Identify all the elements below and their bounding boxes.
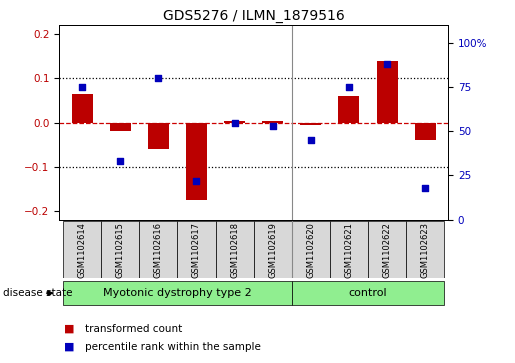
Point bbox=[383, 61, 391, 67]
Bar bbox=[415, 122, 436, 140]
Title: GDS5276 / ILMN_1879516: GDS5276 / ILMN_1879516 bbox=[163, 9, 345, 23]
Text: GSM1102619: GSM1102619 bbox=[268, 222, 277, 277]
Point bbox=[116, 158, 124, 164]
Point bbox=[154, 76, 162, 81]
Bar bbox=[292, 221, 330, 278]
Bar bbox=[177, 221, 215, 278]
Text: GSM1102621: GSM1102621 bbox=[345, 222, 353, 277]
Text: disease state: disease state bbox=[3, 288, 72, 298]
Text: percentile rank within the sample: percentile rank within the sample bbox=[85, 342, 261, 352]
Point bbox=[230, 119, 238, 125]
Bar bbox=[101, 221, 139, 278]
Point bbox=[421, 185, 430, 191]
Text: GSM1102616: GSM1102616 bbox=[154, 221, 163, 278]
Bar bbox=[139, 221, 177, 278]
Bar bbox=[215, 221, 253, 278]
Bar bbox=[376, 61, 398, 122]
Text: GSM1102615: GSM1102615 bbox=[116, 222, 125, 277]
Bar bbox=[186, 122, 207, 200]
Bar bbox=[300, 122, 321, 125]
Point bbox=[345, 84, 353, 90]
Text: ■: ■ bbox=[64, 342, 75, 352]
Point bbox=[269, 123, 277, 129]
Bar bbox=[110, 122, 131, 131]
Text: GSM1102623: GSM1102623 bbox=[421, 221, 430, 278]
Text: GSM1102618: GSM1102618 bbox=[230, 221, 239, 278]
Text: GSM1102617: GSM1102617 bbox=[192, 221, 201, 278]
Bar bbox=[63, 221, 101, 278]
Text: ■: ■ bbox=[64, 323, 75, 334]
Point bbox=[78, 84, 86, 90]
Text: Myotonic dystrophy type 2: Myotonic dystrophy type 2 bbox=[103, 288, 252, 298]
Bar bbox=[262, 121, 283, 122]
Text: transformed count: transformed count bbox=[85, 323, 182, 334]
Bar bbox=[406, 221, 444, 278]
Bar bbox=[224, 121, 245, 122]
Text: GSM1102622: GSM1102622 bbox=[383, 222, 391, 277]
Bar bbox=[148, 122, 169, 149]
Point bbox=[192, 178, 200, 184]
Bar bbox=[63, 281, 292, 305]
Bar bbox=[368, 221, 406, 278]
Bar bbox=[330, 221, 368, 278]
Bar bbox=[72, 94, 93, 122]
Bar bbox=[338, 96, 359, 122]
Text: control: control bbox=[349, 288, 387, 298]
Text: GSM1102620: GSM1102620 bbox=[306, 222, 315, 277]
Point bbox=[307, 137, 315, 143]
Text: GSM1102614: GSM1102614 bbox=[78, 222, 87, 277]
Bar bbox=[292, 281, 444, 305]
Bar bbox=[253, 221, 292, 278]
